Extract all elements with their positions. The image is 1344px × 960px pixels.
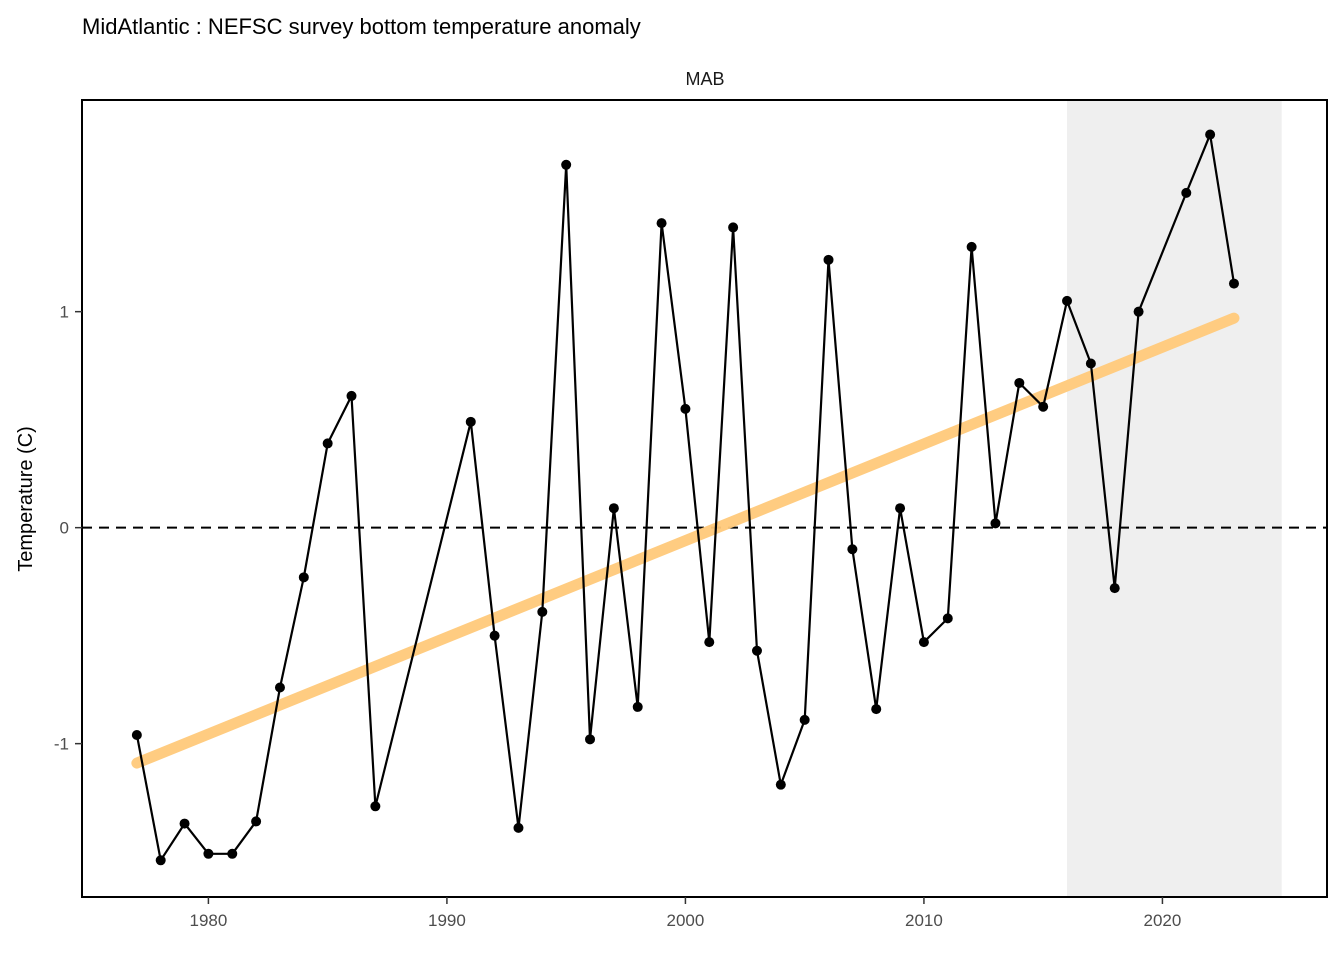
data-points [131,129,1239,866]
data-point-2002 [728,222,739,233]
data-point-2008 [871,704,882,715]
x-tick-label: 1980 [189,911,227,930]
y-axis-title: Temperature (C) [15,426,37,572]
y-tick-label: -1 [54,735,69,754]
data-point-1996 [585,734,596,745]
panel-border [81,99,1328,898]
data-point-1977 [131,730,142,741]
data-point-2018 [1109,583,1120,594]
trend-line [131,312,1240,769]
data-point-2022 [1205,129,1216,140]
data-point-1983 [274,682,285,693]
data-point-2006 [823,254,834,265]
data-point-1998 [632,701,643,712]
data-point-1997 [608,503,619,514]
data-point-1994 [537,606,548,617]
data-point-2000 [680,403,691,414]
panel-strip-label: MAB [685,69,724,89]
data-point-1978 [155,855,166,866]
x-tick-label: 2020 [1144,911,1182,930]
data-point-1985 [322,438,333,449]
data-point-2016 [1062,295,1073,306]
x-tick-label: 2000 [667,911,705,930]
data-point-2010 [918,637,929,648]
data-point-2009 [895,503,906,514]
y-axis: -1 0 1 [54,303,82,754]
data-point-1999 [656,218,667,229]
data-point-1984 [298,572,309,583]
data-point-1993 [513,822,524,833]
data-point-1986 [346,390,357,401]
data-point-2021 [1181,187,1192,198]
data-point-1992 [489,630,500,641]
x-tick-label: 1990 [428,911,466,930]
data-point-1979 [179,818,190,829]
data-point-2014 [1014,377,1025,388]
x-tick-label: 2010 [905,911,943,930]
data-point-1980 [203,848,214,859]
data-point-2019 [1133,306,1144,317]
data-point-2001 [704,637,715,648]
y-tick-label: 1 [60,303,69,322]
data-point-2004 [775,779,786,790]
data-point-1991 [465,416,476,427]
data-point-2005 [799,714,810,725]
data-point-2015 [1038,401,1049,412]
data-point-2007 [847,544,858,555]
data-point-1987 [370,801,381,812]
data-point-2013 [990,518,1001,529]
data-point-2011 [942,613,953,624]
x-axis: 1980 1990 2000 2010 2020 [189,897,1181,930]
y-tick-label: 0 [60,519,69,538]
data-point-2003 [751,645,762,656]
data-point-2012 [966,241,977,252]
data-point-1995 [561,159,572,170]
data-point-1982 [251,816,262,827]
chart-title: MidAtlantic : NEFSC survey bottom temper… [82,14,641,39]
data-point-1981 [227,848,238,859]
highlight-region [1067,100,1282,897]
data-point-2023 [1228,278,1239,289]
data-point-2017 [1085,358,1096,369]
